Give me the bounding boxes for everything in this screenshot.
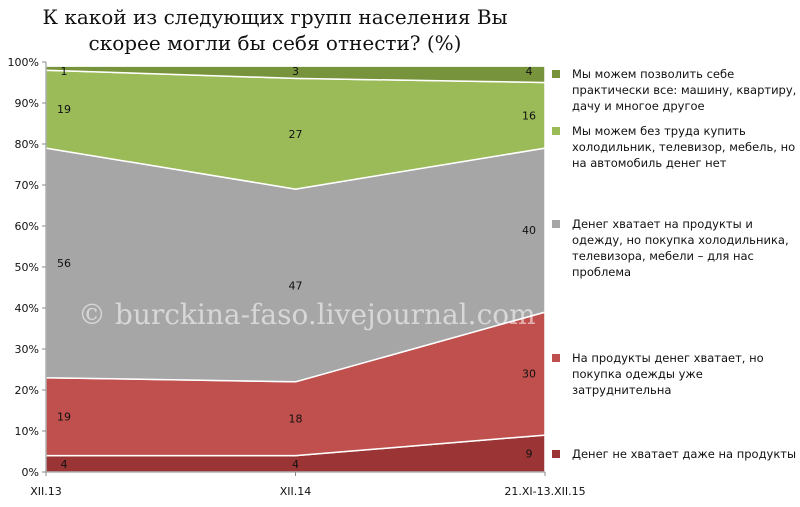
legend-item-no-food: Денег не хватает даже на продукты [552, 446, 797, 462]
legend-label-food: На продукты денег хватает, но покупка од… [572, 351, 764, 397]
data-label-series-2-1: 19 [57, 411, 71, 424]
chart-title-line2: скорее могли бы себя отнести? (%) [88, 31, 462, 55]
legend-swatch-everything [552, 70, 560, 78]
x-tick-label-2: XII.14 [280, 485, 312, 498]
y-tick-label-5: 50% [15, 261, 39, 274]
legend-item-everything: Мы можем позволить себе практически все:… [552, 66, 797, 114]
legend-label-clothes: Денег хватает на продукты и одежду, но п… [572, 217, 789, 279]
data-label-series-3-3: 40 [522, 224, 536, 237]
y-tick-label-4: 40% [15, 302, 39, 315]
data-label-series-3-1: 56 [57, 257, 71, 270]
data-label-series-2-3: 30 [522, 368, 536, 381]
chart-title-line1: К какой из следующих групп населения Вы [42, 5, 508, 29]
y-tick-label-3: 30% [15, 343, 39, 356]
data-label-series-4-2: 27 [289, 128, 303, 141]
legend-swatch-food [552, 354, 560, 362]
x-tick-label-3: 21.XI-13.XII.15 [504, 485, 585, 498]
chart-title: К какой из следующих групп населения Вы … [40, 4, 510, 56]
data-label-series-2-2: 18 [289, 413, 303, 426]
y-tick-label-6: 60% [15, 220, 39, 233]
x-tick-label-1: XII.13 [30, 485, 62, 498]
watermark: © burckina-faso.livejournal.com [78, 298, 536, 331]
legend-item-food: На продукты денег хватает, но покупка од… [552, 350, 797, 398]
legend-swatch-appliances [552, 127, 560, 135]
data-label-series-1-2: 4 [292, 458, 299, 471]
legend-label-everything: Мы можем позволить себе практически все:… [572, 67, 797, 113]
data-label-series-3-2: 47 [289, 279, 303, 292]
y-tick-label-8: 80% [15, 138, 39, 151]
data-label-series-1-1: 4 [61, 458, 68, 471]
data-label-series-5-3: 4 [526, 65, 533, 78]
data-label-series-4-1: 19 [57, 103, 71, 116]
y-tick-label-1: 10% [15, 425, 39, 438]
data-label-series-5-1: 1 [61, 65, 68, 78]
y-tick-label-10: 100% [8, 56, 39, 69]
y-tick-label-0: 0% [22, 466, 39, 479]
data-label-series-1-3: 9 [526, 448, 533, 461]
data-label-series-5-2: 3 [292, 65, 299, 78]
data-label-series-4-3: 16 [522, 109, 536, 122]
legend-item-clothes: Денег хватает на продукты и одежду, но п… [552, 216, 797, 280]
y-tick-label-2: 20% [15, 384, 39, 397]
y-tick-label-7: 70% [15, 179, 39, 192]
legend-label-appliances: Мы можем без труда купить холодильник, т… [572, 124, 796, 170]
legend-swatch-no-food [552, 450, 560, 458]
legend-label-no-food: Денег не хватает даже на продукты [572, 447, 797, 461]
legend-swatch-clothes [552, 220, 560, 228]
y-tick-label-9: 90% [15, 97, 39, 110]
legend-item-appliances: Мы можем без труда купить холодильник, т… [552, 123, 797, 171]
